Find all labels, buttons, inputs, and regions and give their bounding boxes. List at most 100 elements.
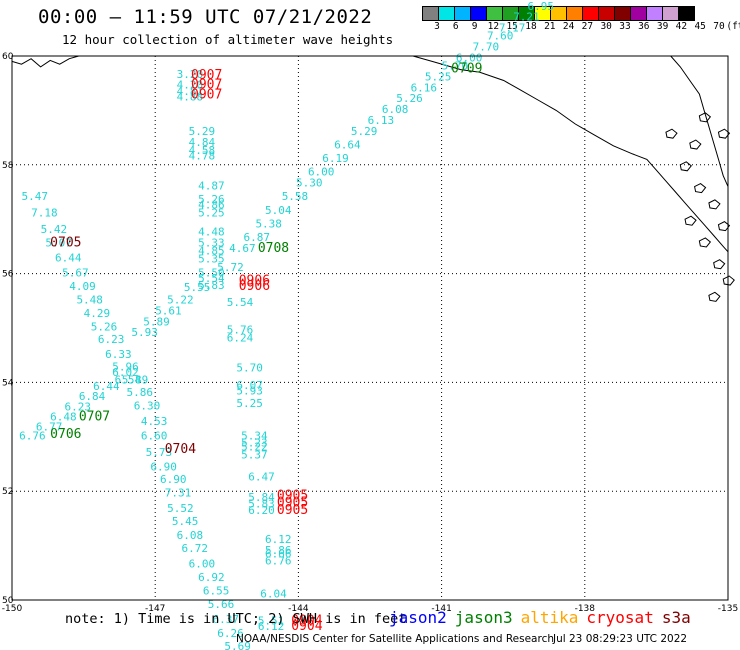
swh-value: 6.44 <box>55 252 82 265</box>
pass-time: 0907 <box>191 87 222 102</box>
color-scale-label: 18 <box>525 21 537 32</box>
swh-value: 6.92 <box>198 571 225 584</box>
swh-value: 6.07 <box>236 379 263 392</box>
swh-value: 5.25 <box>425 70 452 83</box>
island-outline <box>717 128 731 139</box>
swh-value: 6.90 <box>160 473 187 486</box>
swh-value: 6.04 <box>260 587 287 600</box>
swh-value: 4.53 <box>141 415 168 428</box>
color-scale-label: 9 <box>471 21 478 32</box>
swh-value: 5.86 <box>265 544 292 557</box>
lat-lon-grid <box>12 56 728 600</box>
swh-value: 4.09 <box>69 280 96 293</box>
swh-value: 4.29 <box>84 307 111 320</box>
swh-value: 4.85 <box>198 245 225 258</box>
swh-value: 5.30 <box>296 177 323 190</box>
swh-value: 5.37 <box>241 449 268 462</box>
swh-value: 6.23 <box>98 333 125 346</box>
color-scale-label: 33 <box>619 21 631 32</box>
map-frame <box>11 55 729 601</box>
swh-value: 6.00 <box>456 51 483 64</box>
swh-value: 6.95 <box>528 0 555 13</box>
color-scale-bar <box>422 6 695 21</box>
footer-note: note: 1) Time is in UTC; 2) SWH is in fe… <box>65 611 407 627</box>
island-outline <box>717 221 731 232</box>
swh-value: 5.07 <box>45 236 71 249</box>
lon-tick-label: -141 <box>431 604 451 614</box>
swh-value: 3.20 <box>177 68 204 81</box>
credit-line: NOAA/NESDIS Center for Satellite Applica… <box>236 633 554 645</box>
swh-value: 5.38 <box>255 217 282 230</box>
swh-value: 5.26 <box>396 92 423 105</box>
coastline <box>11 55 735 302</box>
swh-value: 5.70 <box>442 60 469 73</box>
color-scale-label: 27 <box>581 21 594 32</box>
color-scale-label: (ft) <box>726 21 740 32</box>
island-outline <box>708 199 721 210</box>
satellite-legend-item: s3a <box>661 608 691 627</box>
swh-value: 7.70 <box>473 41 500 54</box>
color-scale-label: 3 <box>434 21 440 32</box>
color-scale-label: 45 <box>694 21 706 32</box>
swh-value: 5.04 <box>265 204 292 217</box>
swh-value: 5.33 <box>198 236 225 249</box>
swh-value: 6.76 <box>265 555 292 568</box>
swh-value: 6.33 <box>105 348 132 361</box>
swh-value: 6.12 <box>258 620 285 633</box>
coastline-segment <box>412 55 729 253</box>
swh-value: 4.87 <box>198 179 225 192</box>
swh-value: 6.23 <box>65 401 92 414</box>
map-title: 00:00 – 11:59 UTC 07/21/2022 <box>38 6 373 28</box>
swh-value: 5.22 <box>241 440 268 453</box>
swh-value: 7.18 <box>31 206 58 219</box>
lon-tick-label: -147 <box>145 604 165 614</box>
swh-value: 5.93 <box>131 326 158 339</box>
swh-value: 6.19 <box>322 152 349 165</box>
pass-time: 0706 <box>50 427 81 442</box>
swh-value: 5.55 <box>184 281 211 294</box>
swh-value: 5.54 <box>198 272 225 285</box>
pass-time: 0904 <box>291 619 322 634</box>
swh-value: 5.34 <box>241 430 268 443</box>
lon-tick-label: -150 <box>2 604 23 614</box>
swh-value: 7.60 <box>487 30 514 43</box>
swh-value: 5.67 <box>62 266 88 279</box>
swh-value: 5.51 <box>258 614 285 627</box>
swh-value: 6.87 <box>244 231 270 244</box>
swh-value: 6.77 <box>36 420 63 433</box>
swh-value: 6.08 <box>177 529 204 542</box>
swh-value: 4.20 <box>177 79 204 92</box>
swh-value: 6.00 <box>308 166 335 179</box>
island-outline <box>713 259 726 270</box>
color-scale-label: 42 <box>675 21 688 32</box>
swh-value: 5.35 <box>198 253 225 266</box>
swh-value: 6.16 <box>411 81 438 94</box>
swh-value: 4.48 <box>198 226 225 239</box>
map-subtitle: 12 hour collection of altimeter wave hei… <box>62 32 394 47</box>
lon-tick-label: -135 <box>718 604 738 614</box>
color-scale-label: 21 <box>544 21 556 32</box>
satellite-legend: jason2 jason3 altika cryosat s3a <box>389 608 699 627</box>
color-scale-label: 24 <box>562 21 575 32</box>
swh-value: 5.54 <box>227 296 254 309</box>
swh-value: 5.70 <box>236 362 263 375</box>
swh-value: 6.76 <box>19 430 46 443</box>
swh-value: 5.84 <box>248 491 275 504</box>
swh-value: 5.50 <box>198 266 225 279</box>
lat-tick-label: 56 <box>2 270 14 280</box>
swh-value: 5.61 <box>155 304 182 317</box>
coastline-segment <box>670 55 729 187</box>
swh-value: 5.83 <box>248 498 275 511</box>
swh-value: 5.22 <box>167 294 194 307</box>
pass-time-labels: 0907090709070705070907080906090607070706… <box>50 61 482 634</box>
swh-value: 5.52 <box>167 502 194 515</box>
swh-value: 5.89 <box>143 315 170 328</box>
color-scale-label: 70 <box>713 21 725 32</box>
swh-value: 6.30 <box>134 400 161 413</box>
pass-time: 0907 <box>191 68 222 83</box>
island-outline <box>679 161 692 172</box>
pass-time: 0906 <box>239 273 270 288</box>
swh-value: 4.86 <box>198 198 225 211</box>
axis-tick-labels: -150 -147 -144 -141 -138 -135 60 58 56 54 52 50 <box>2 52 738 614</box>
